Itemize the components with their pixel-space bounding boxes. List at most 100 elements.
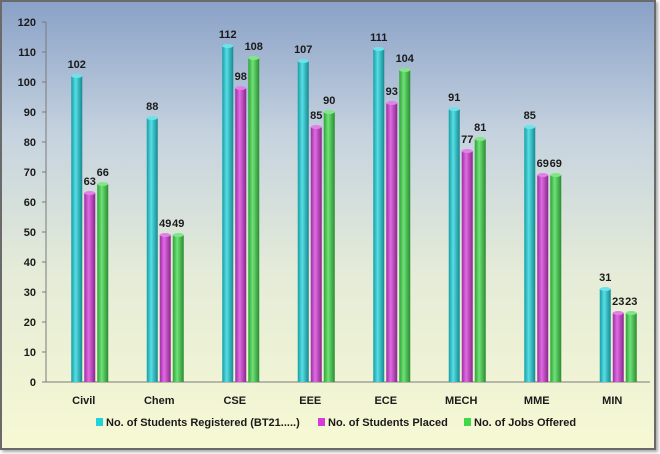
bar-min-series-3	[625, 313, 637, 382]
legend-swatch	[318, 418, 325, 426]
bar-cap	[159, 233, 171, 237]
bar-cap	[399, 68, 411, 72]
data-label: 111	[370, 32, 387, 44]
bar-cap	[235, 86, 247, 90]
data-label: 69	[537, 158, 549, 170]
x-category-label: MECH	[445, 395, 477, 407]
bar-civil-series-2	[84, 193, 96, 382]
data-label: 23	[612, 296, 624, 308]
bar-cap	[461, 149, 473, 153]
bar-mech-series-1	[448, 109, 460, 382]
y-tick-label: 20	[24, 317, 36, 329]
bar-cap	[84, 191, 96, 195]
data-label: 104	[396, 53, 415, 65]
data-label: 88	[146, 101, 158, 113]
x-category-label: MME	[524, 395, 550, 407]
data-label: 85	[524, 110, 536, 122]
bar-cap	[625, 311, 637, 315]
x-axis: Civil Chem CSE EEE ECE MECH MME MIN	[46, 381, 650, 407]
bar-eee-series-2	[310, 127, 322, 382]
data-label: 23	[625, 296, 637, 308]
x-category-label: MIN	[602, 395, 622, 407]
y-tick-label: 80	[24, 137, 36, 149]
data-label: 66	[97, 167, 109, 179]
legend-label: No. of Students Registered (BT21.....)	[106, 417, 300, 429]
bar-cap	[448, 107, 460, 111]
bar-mech-series-3	[474, 139, 486, 382]
data-label: 77	[461, 134, 473, 146]
bar-civil-series-1	[71, 76, 83, 382]
bar-cse-series-3	[248, 58, 260, 382]
bar-min-series-1	[599, 289, 611, 382]
bars	[71, 44, 637, 382]
data-label: 107	[294, 44, 312, 56]
data-label: 102	[68, 59, 86, 71]
bar-cap	[71, 74, 83, 78]
bar-ece-series-3	[399, 70, 411, 382]
bar-min-series-2	[612, 313, 624, 382]
legend-swatch	[464, 418, 471, 426]
data-label: 49	[159, 218, 171, 230]
x-category-label: ECE	[374, 395, 397, 407]
y-tick-label: 90	[24, 107, 36, 119]
bar-mme-series-2	[537, 175, 549, 382]
bar-mech-series-2	[461, 151, 473, 382]
y-tick-label: 0	[30, 377, 36, 389]
bar-civil-series-3	[97, 184, 109, 382]
bar-cap	[612, 311, 624, 315]
data-label: 98	[235, 71, 247, 83]
bar-cap	[97, 182, 109, 186]
data-label: 93	[386, 86, 398, 98]
bar-cap	[599, 287, 611, 291]
y-tick-label: 50	[24, 227, 36, 239]
y-tick-label: 30	[24, 287, 36, 299]
data-label: 112	[219, 29, 237, 41]
data-label: 90	[323, 95, 335, 107]
bar-cap	[524, 125, 536, 129]
y-tick-label: 70	[24, 167, 36, 179]
data-label: 91	[448, 92, 460, 104]
bar-cap	[386, 101, 398, 105]
bar-ece-series-1	[373, 49, 385, 382]
bar-mme-series-3	[550, 175, 562, 382]
bar-eee-series-3	[323, 112, 335, 382]
bar-cap	[550, 173, 562, 177]
y-axis: 0 10 20 30 40 50 60 70 80 90 100 110 120	[18, 17, 47, 389]
y-tick-label: 110	[18, 47, 36, 59]
bar-cse-series-2	[235, 88, 247, 382]
y-tick-label: 120	[18, 17, 36, 29]
y-tick-label: 40	[24, 257, 36, 269]
bar-cse-series-1	[222, 46, 234, 382]
data-label: 81	[474, 122, 486, 134]
x-category-label: Chem	[144, 395, 175, 407]
bar-eee-series-1	[297, 61, 309, 382]
bar-cap	[310, 125, 322, 129]
bar-cap	[537, 173, 549, 177]
y-tick-label: 10	[24, 347, 36, 359]
legend-label: No. of Jobs Offered	[474, 417, 576, 429]
y-tick-label: 60	[24, 197, 36, 209]
legend-swatch	[96, 418, 103, 426]
bar-mme-series-1	[524, 127, 536, 382]
bar-cap	[222, 44, 234, 48]
bar-chem-series-1	[146, 118, 158, 382]
data-label: 85	[310, 110, 322, 122]
bar-cap	[248, 56, 260, 60]
bar-chem-series-3	[172, 235, 184, 382]
bar-cap	[373, 47, 385, 51]
data-label: 49	[172, 218, 184, 230]
bar-cap	[172, 233, 184, 237]
x-category-label: EEE	[299, 395, 321, 407]
legend-label: No. of Students Placed	[328, 417, 448, 429]
data-label: 108	[245, 41, 263, 53]
bar-cap	[146, 116, 158, 120]
bar-cap	[297, 59, 309, 63]
bar-cap	[323, 110, 335, 114]
data-label: 63	[84, 176, 96, 188]
data-label: 31	[599, 272, 611, 284]
legend: No. of Students Registered (BT21.....) No…	[96, 417, 576, 429]
bar-cap	[474, 137, 486, 141]
